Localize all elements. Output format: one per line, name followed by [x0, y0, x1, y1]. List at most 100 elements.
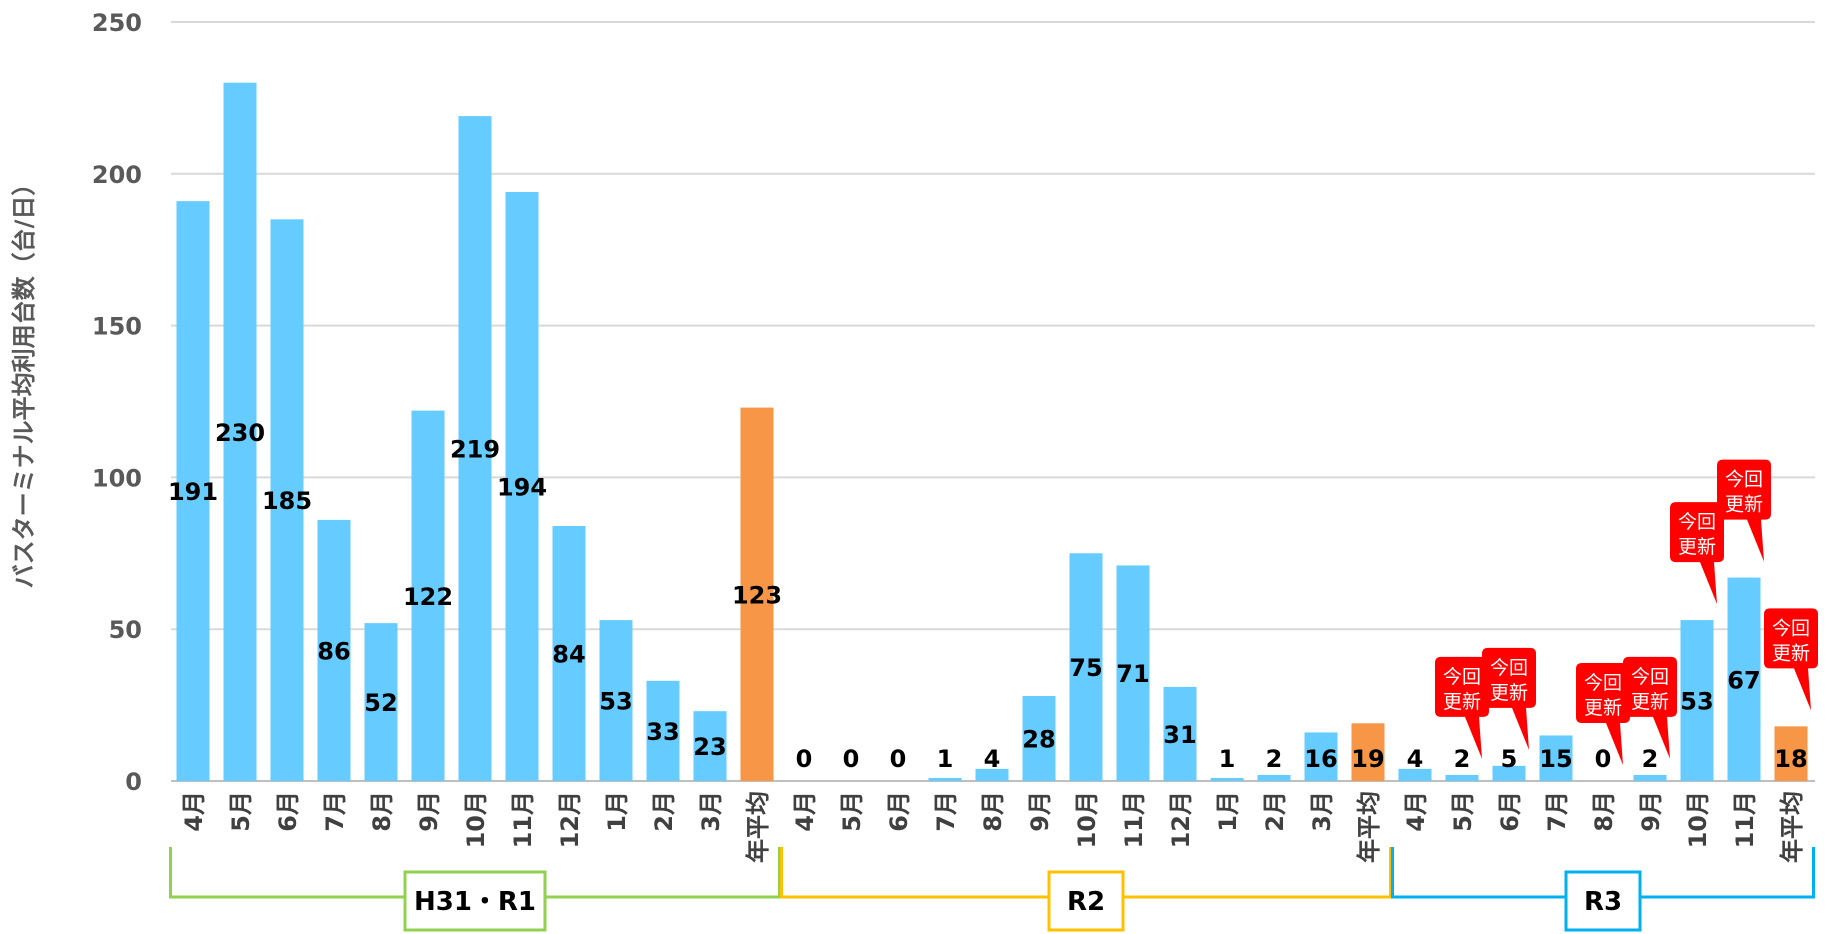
group-label-box	[403, 870, 547, 932]
x-tick-label: 9月	[415, 791, 443, 832]
data-label: 15	[1539, 745, 1572, 773]
x-tick-label: 年平均	[744, 791, 772, 863]
bar-month	[1492, 765, 1526, 781]
bar-month	[411, 410, 445, 781]
x-tick-label: 1月	[1214, 791, 1242, 832]
y-tick-label: 250	[92, 9, 142, 37]
data-label: 5	[1501, 745, 1518, 773]
y-tick-label: 200	[92, 161, 142, 189]
data-label: 19	[1351, 745, 1384, 773]
bar-month	[1069, 553, 1103, 781]
callout-line-1: 今回	[1631, 666, 1669, 688]
data-label: 33	[646, 718, 679, 746]
bar-month	[1210, 777, 1244, 781]
data-label: 2	[1266, 745, 1283, 773]
x-tick-label: 3月	[697, 791, 725, 832]
callout-bubble	[1670, 502, 1724, 605]
group-label-box	[1564, 870, 1642, 932]
x-tick-label: 5月	[1449, 791, 1477, 832]
bar-annual-average	[740, 407, 774, 781]
x-tick-label: 3月	[1308, 791, 1336, 832]
bar-month	[364, 623, 398, 781]
x-tick-label: 10月	[1684, 791, 1712, 848]
callout-bubble	[1576, 663, 1630, 765]
callout-bubble	[1717, 459, 1771, 562]
x-tick-label: 1月	[603, 791, 631, 832]
bar-month	[1539, 735, 1573, 781]
callout-bubble	[1623, 656, 1677, 759]
callout-line-2: 更新	[1443, 691, 1481, 713]
x-tick-label: 8月	[368, 791, 396, 832]
x-tick-label: 6月	[885, 791, 913, 832]
callout-line-1: 今回	[1443, 666, 1481, 688]
group-label: R3	[1584, 887, 1622, 917]
bar-month	[1445, 774, 1479, 781]
group-bracket: H31・R1	[169, 847, 781, 932]
data-label: 219	[450, 436, 500, 464]
x-tick-label: 2月	[1261, 791, 1289, 832]
y-axis: 0 50 100 150 200 250	[92, 9, 142, 796]
callout-line-1: 今回	[1725, 469, 1763, 491]
x-tick-label: 5月	[227, 791, 255, 832]
y-axis-title: バスターミナル平均利用台数（台/日）	[10, 172, 38, 589]
x-tick-label: 11月	[1731, 791, 1759, 848]
x-tick-label: 9月	[1026, 791, 1054, 832]
x-tick-label: 11月	[509, 791, 537, 848]
bar-month	[223, 82, 257, 782]
y-tick-label: 150	[92, 313, 142, 341]
bar-month	[1257, 774, 1291, 781]
bar-month	[317, 519, 351, 781]
data-label: 0	[1595, 745, 1612, 773]
data-label: 52	[364, 689, 397, 717]
x-tick-label: 7月	[932, 791, 960, 832]
period-groups: H31・R1 R2 R3	[169, 847, 1815, 932]
bar-annual-average	[1351, 723, 1385, 781]
bar-month	[1022, 695, 1056, 781]
bar-month	[693, 711, 727, 781]
callout-bubble	[1435, 656, 1489, 759]
x-tick-label: 8月	[979, 791, 1007, 832]
x-tick-label: 5月	[838, 791, 866, 832]
data-label: 18	[1774, 745, 1807, 773]
group-label-box	[1047, 870, 1125, 932]
x-tick-label: 12月	[556, 791, 584, 848]
data-label: 16	[1304, 745, 1337, 773]
bar-month	[176, 201, 210, 781]
data-label: 191	[168, 478, 218, 506]
group-label: H31・R1	[414, 887, 536, 917]
x-tick-label: 年平均	[1355, 791, 1383, 863]
x-tick-label: 4月	[180, 791, 208, 832]
bar-month	[270, 219, 304, 782]
bar-month	[1304, 732, 1338, 781]
callout-line-1: 今回	[1584, 672, 1622, 694]
x-tick-label: 6月	[1496, 791, 1524, 832]
x-tick-label: 11月	[1120, 791, 1148, 848]
data-label: 123	[732, 581, 782, 609]
data-label: 230	[215, 419, 265, 447]
bar-month	[552, 525, 586, 781]
group-label: R2	[1067, 887, 1105, 917]
data-label: 71	[1116, 660, 1149, 688]
callout-line-2: 更新	[1631, 691, 1669, 713]
callout-line-2: 更新	[1490, 682, 1528, 704]
x-tick-label: 8月	[1590, 791, 1618, 832]
bar-annual-average	[1774, 726, 1808, 781]
data-label: 122	[403, 583, 453, 611]
data-label: 23	[693, 733, 726, 761]
data-label: 194	[497, 474, 547, 502]
x-tick-label: 年平均	[1778, 791, 1806, 863]
bar-month	[1116, 565, 1150, 781]
data-label: 86	[317, 637, 350, 665]
bar-month	[1163, 686, 1197, 781]
bar-month	[599, 620, 633, 781]
